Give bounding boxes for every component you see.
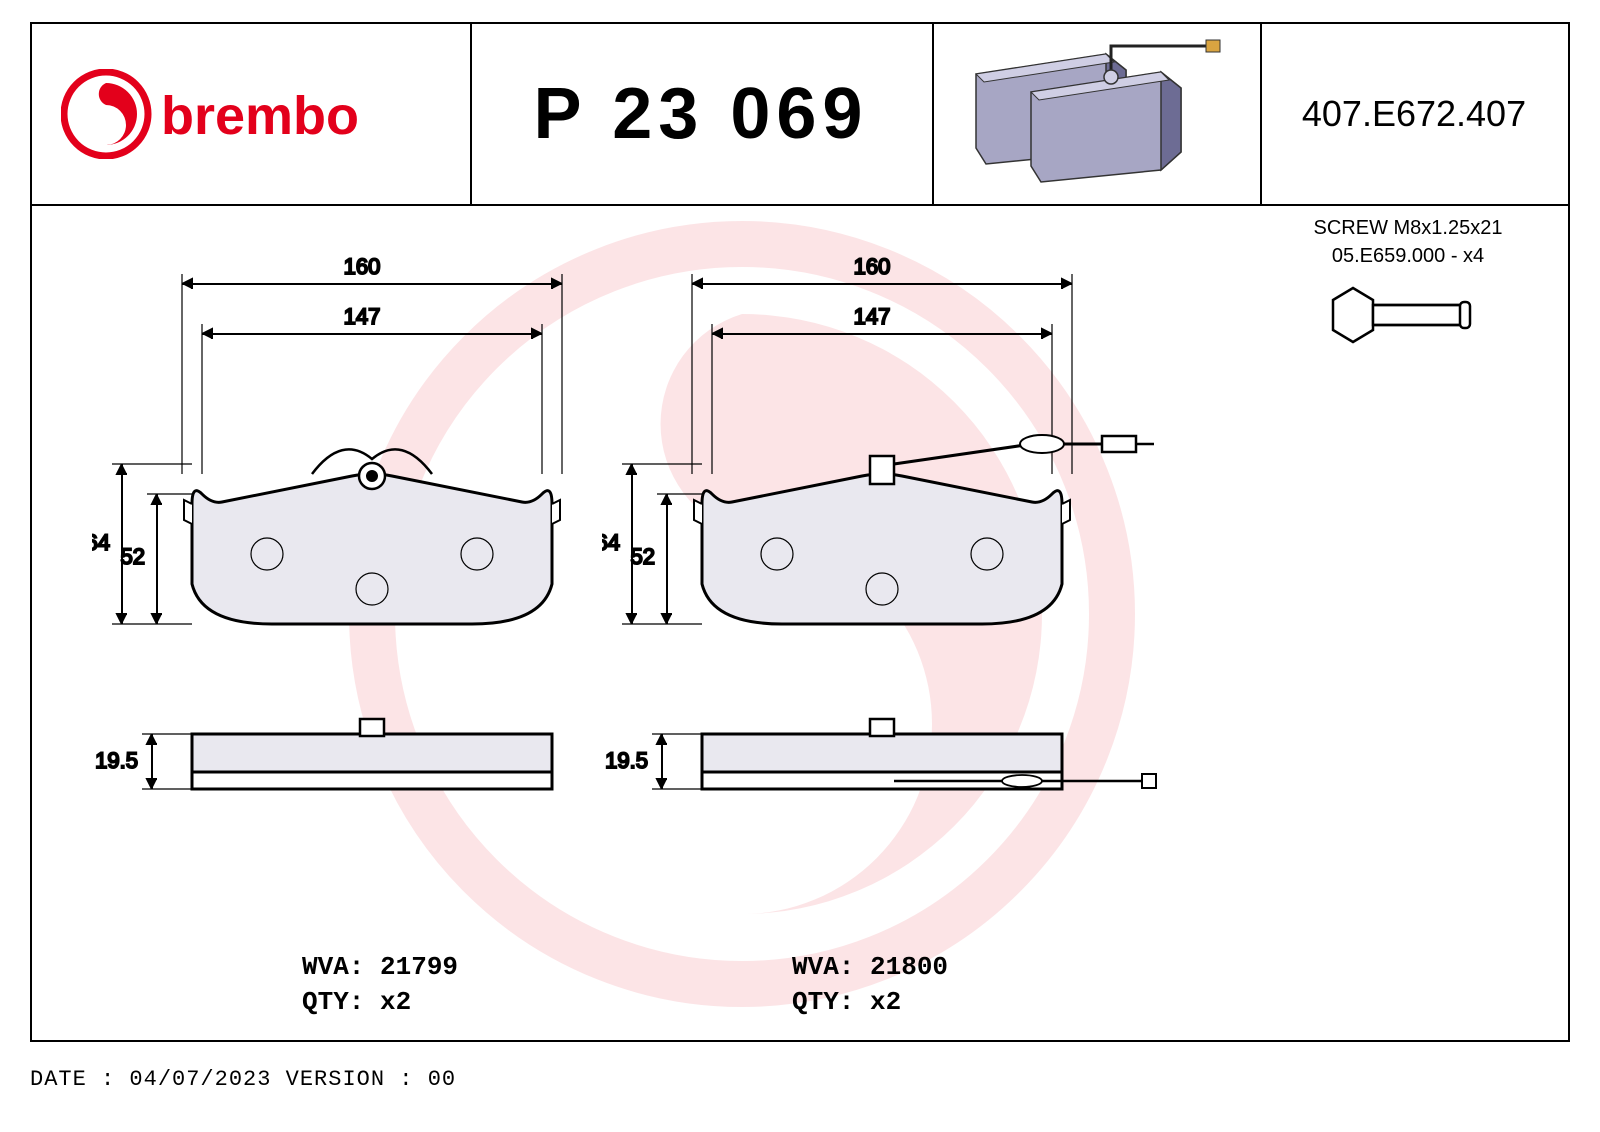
info-block-left: WVA: 21799 QTY: x2: [302, 950, 458, 1020]
info-block-right: WVA: 21800 QTY: x2: [792, 950, 948, 1020]
screw-code-text: 05.E659.000 - x4: [1268, 242, 1548, 270]
qty-label-right: QTY:: [792, 987, 870, 1017]
qty-value-left: x2: [380, 987, 411, 1017]
dim-width-inner-r: 147: [854, 304, 891, 329]
dim-height-outer-r: 64: [602, 530, 620, 555]
screw-spec-text: SCREW M8x1.25x21: [1268, 214, 1548, 242]
dim-thickness: 19.5: [95, 748, 138, 773]
screw-icon: [1328, 280, 1488, 350]
title-block: brembo P 23 069: [32, 24, 1568, 206]
wva-value-left: 21799: [380, 952, 458, 982]
brand-logo-cell: brembo: [32, 24, 470, 204]
reference-code: 407.E672.407: [1260, 24, 1568, 204]
qty-value-right: x2: [870, 987, 901, 1017]
wva-label-left: WVA:: [302, 952, 380, 982]
dim-width-outer-r: 160: [854, 254, 891, 279]
dim-thickness-r: 19.5: [605, 748, 648, 773]
qty-label-left: QTY:: [302, 987, 380, 1017]
date-value: 04/07/2023: [129, 1067, 271, 1092]
brembo-logo-icon: brembo: [61, 69, 441, 159]
version-value: 00: [428, 1067, 456, 1092]
wva-label-right: WVA:: [792, 952, 870, 982]
product-isometric-cell: [932, 24, 1260, 204]
screw-annotation: SCREW M8x1.25x21 05.E659.000 - x4: [1268, 214, 1548, 358]
dim-height-inner-r: 52: [631, 544, 655, 569]
dim-height-outer: 64: [92, 530, 110, 555]
pad-drawing-right: 160 147 64: [602, 244, 1162, 889]
dim-width-inner: 147: [344, 304, 381, 329]
footer-text: DATE : 04/07/2023 VERSION : 00: [30, 1067, 456, 1092]
part-number: P 23 069: [470, 24, 932, 204]
drawing-frame: brembo P 23 069: [30, 22, 1570, 1042]
brand-text: brembo: [161, 86, 359, 146]
brake-pad-isometric-icon: [946, 34, 1246, 194]
dim-height-inner: 52: [121, 544, 145, 569]
date-label: DATE :: [30, 1067, 115, 1092]
dim-width-outer: 160: [344, 254, 381, 279]
version-label: VERSION :: [286, 1067, 414, 1092]
pad-drawing-left: 160 147 64: [92, 244, 592, 889]
drawing-area: SCREW M8x1.25x21 05.E659.000 - x4: [32, 204, 1568, 1040]
wva-value-right: 21800: [870, 952, 948, 982]
